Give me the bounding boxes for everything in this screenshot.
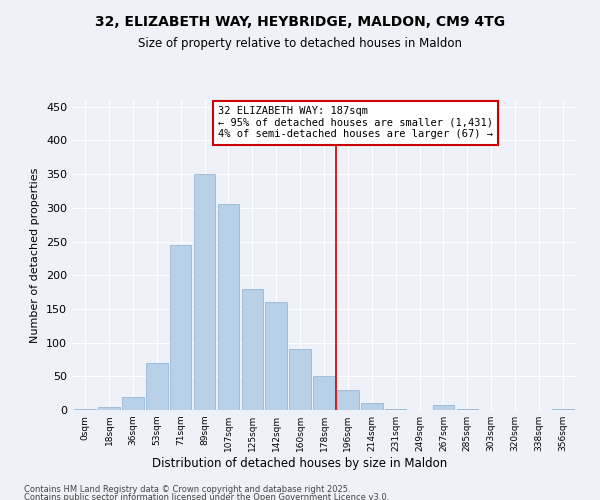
Text: Contains HM Land Registry data © Crown copyright and database right 2025.: Contains HM Land Registry data © Crown c… xyxy=(24,485,350,494)
Bar xyxy=(98,406,120,410)
Bar xyxy=(289,350,311,410)
Bar xyxy=(433,404,454,410)
Bar xyxy=(265,302,287,410)
Bar xyxy=(361,404,383,410)
Bar xyxy=(552,408,574,410)
Bar xyxy=(242,288,263,410)
Bar xyxy=(337,390,359,410)
Bar xyxy=(122,396,143,410)
Text: Size of property relative to detached houses in Maldon: Size of property relative to detached ho… xyxy=(138,38,462,51)
Bar xyxy=(385,408,406,410)
Bar xyxy=(457,408,478,410)
Text: 32, ELIZABETH WAY, HEYBRIDGE, MALDON, CM9 4TG: 32, ELIZABETH WAY, HEYBRIDGE, MALDON, CM… xyxy=(95,15,505,29)
Bar xyxy=(313,376,335,410)
Bar xyxy=(218,204,239,410)
Y-axis label: Number of detached properties: Number of detached properties xyxy=(31,168,40,342)
Bar xyxy=(74,408,96,410)
Bar xyxy=(170,245,191,410)
Text: 32 ELIZABETH WAY: 187sqm
← 95% of detached houses are smaller (1,431)
4% of semi: 32 ELIZABETH WAY: 187sqm ← 95% of detach… xyxy=(218,106,493,140)
Bar xyxy=(146,363,167,410)
Text: Contains public sector information licensed under the Open Government Licence v3: Contains public sector information licen… xyxy=(24,492,389,500)
Bar xyxy=(194,174,215,410)
Text: Distribution of detached houses by size in Maldon: Distribution of detached houses by size … xyxy=(152,458,448,470)
